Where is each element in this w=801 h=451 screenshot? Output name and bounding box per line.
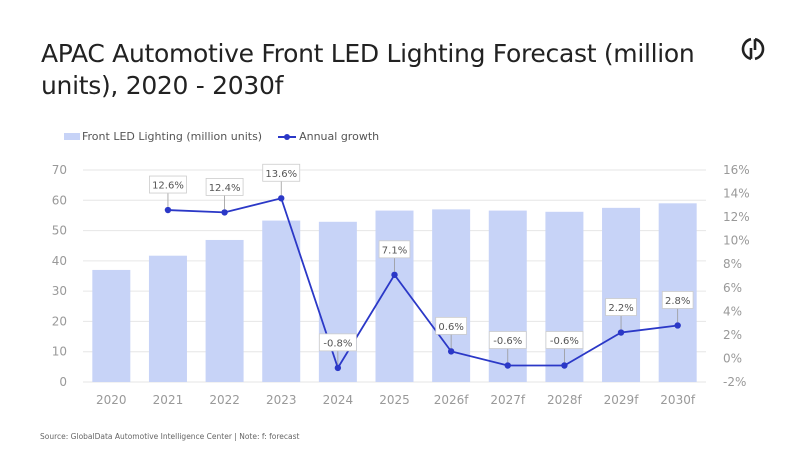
y-left-tick-label: 0 [59, 375, 67, 389]
legend-line-label: Annual growth [299, 130, 380, 143]
y-right-tick-label: 4% [723, 304, 742, 318]
data-label-box [605, 298, 637, 316]
data-label-box [149, 175, 187, 194]
bar [432, 209, 471, 382]
y-left-tick-label: 70 [52, 163, 67, 177]
y-right-tick-label: 16% [723, 163, 750, 177]
data-label: -0.6% [493, 336, 522, 347]
data-label-box [205, 177, 244, 196]
x-tick-label: 2030f [660, 393, 696, 407]
x-tick-label: 2028f [547, 393, 583, 407]
x-tick-label: 2021 [153, 393, 184, 407]
x-tick-label: 2026f [434, 393, 470, 407]
x-tick-label: 2023 [266, 393, 297, 407]
x-tick-label: 2022 [209, 393, 240, 407]
y-left-tick-label: 50 [52, 224, 67, 238]
source-note: Source: GlobalData Automotive Intelligen… [40, 432, 300, 441]
y-left-tick-label: 40 [52, 254, 67, 268]
x-tick-label: 2027f [490, 393, 526, 407]
growth-point [334, 364, 342, 372]
x-axis: 2020 2021 2022 2023 2024 2025 2026f 2027f 2028f 2… [96, 393, 696, 407]
x-tick-label: 2024 [323, 393, 354, 407]
y-right-tick-label: 8% [723, 257, 742, 271]
data-label: 13.6% [265, 169, 297, 180]
x-tick-label: 2025 [379, 393, 410, 407]
data-label: 0.6% [438, 322, 463, 333]
data-label: 7.1% [382, 245, 407, 256]
data-label-box [435, 316, 467, 335]
y-left-tick-label: 60 [52, 193, 67, 207]
growth-line-series [164, 195, 681, 372]
data-label: 2.8% [665, 296, 690, 307]
growth-point [504, 362, 511, 369]
bar [205, 239, 244, 382]
data-label: 12.6% [152, 181, 184, 192]
y-right-tick-label: 12% [723, 210, 750, 224]
legend-bar-swatch [64, 133, 80, 140]
data-label-box [378, 240, 411, 259]
y-right-tick-label: 2% [723, 328, 742, 342]
y-axis-left: 0 10 20 30 40 50 60 70 [52, 163, 67, 389]
y-left-tick-label: 30 [52, 284, 67, 298]
growth-data-labels: 12.6% 12.4% 13.6% -0.8% 7.1% 0.6% -0.6% -0.6% 2.… [149, 163, 694, 365]
growth-point [278, 195, 285, 202]
bar [148, 255, 187, 382]
growth-point [391, 271, 398, 279]
y-left-tick-label: 20 [52, 314, 67, 328]
y-right-tick-label: 0% [723, 351, 742, 365]
growth-point [674, 322, 681, 329]
y-axis-right: -2% 0% 2% 4% 6% 8% 10% 12% 14% 16% [723, 163, 750, 389]
bar [602, 207, 641, 382]
data-label-box [318, 333, 357, 352]
growth-point [617, 329, 625, 336]
growth-line [167, 197, 678, 370]
y-left-tick-label: 10 [52, 345, 67, 359]
chart-title: APAC Automotive Front LED Lighting Forec… [41, 39, 695, 100]
y-right-tick-label: 6% [723, 281, 742, 295]
growth-point [447, 348, 455, 355]
data-label-box [488, 331, 527, 349]
y-right-tick-label: 14% [723, 187, 750, 201]
legend-line-swatch [278, 133, 297, 140]
y-right-tick-label: 10% [723, 234, 750, 248]
legend-bar-label: Front LED Lighting (million units) [82, 130, 263, 143]
growth-point [164, 206, 172, 214]
y-right-tick-label: -2% [723, 375, 746, 389]
data-label: 2.2% [608, 303, 633, 314]
data-label-box [661, 291, 694, 309]
chart-legend: Front LED Lighting (million units) Annua… [64, 130, 379, 143]
growth-point [561, 362, 568, 369]
data-label: -0.6% [550, 336, 579, 347]
data-label-box [545, 331, 584, 349]
x-tick-label: 2029f [604, 393, 640, 407]
x-tick-label: 2020 [96, 393, 127, 407]
bar [262, 220, 301, 382]
data-label: 12.4% [209, 183, 241, 194]
growth-point [221, 209, 228, 216]
data-label-box [262, 163, 301, 182]
globaldata-logo-icon [741, 37, 765, 61]
bar [92, 269, 131, 382]
data-label: -0.8% [323, 338, 352, 349]
